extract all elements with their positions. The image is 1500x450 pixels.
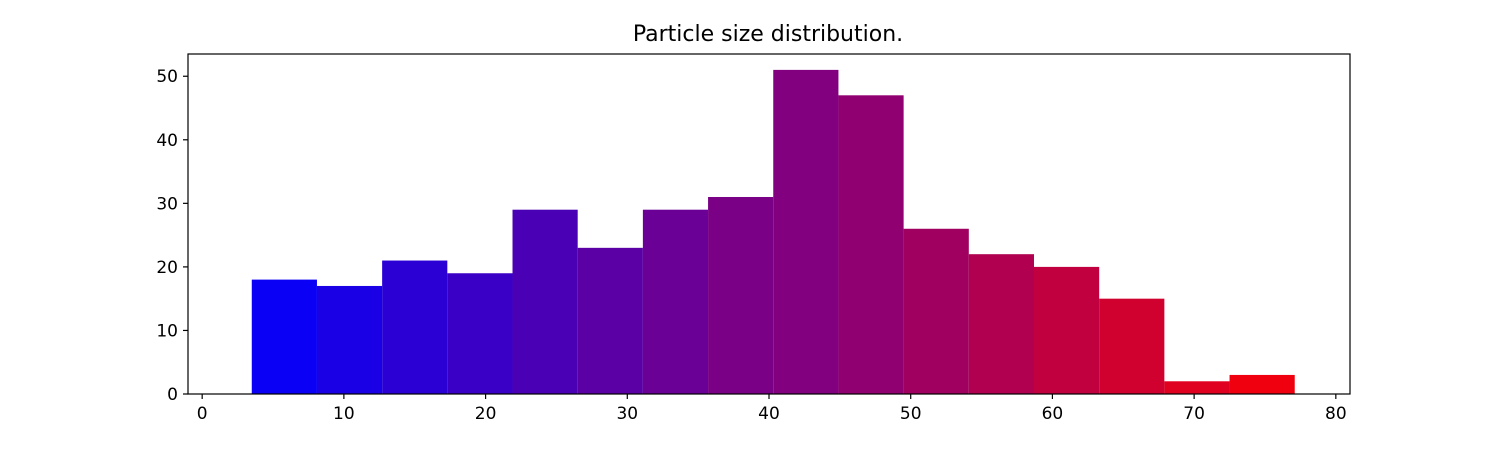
bar-3 (447, 273, 513, 394)
y-tick-label-30: 30 (156, 194, 178, 214)
bar-6 (642, 209, 709, 394)
bar-13 (1099, 298, 1165, 394)
bar-11 (968, 254, 1034, 394)
bar-9 (838, 95, 904, 394)
bar-1 (316, 285, 383, 394)
x-tick-label-20: 20 (475, 404, 497, 424)
bar-8 (773, 69, 839, 394)
bar-14 (1164, 381, 1230, 394)
x-tick-label-40: 40 (758, 404, 780, 424)
bars-group (251, 69, 1295, 394)
bar-2 (382, 260, 448, 394)
x-tick-label-30: 30 (616, 404, 638, 424)
x-tick-label-80: 80 (1325, 404, 1347, 424)
bar-12 (1033, 266, 1100, 394)
y-tick-label-0: 0 (167, 385, 178, 405)
y-tick-label-40: 40 (156, 131, 178, 151)
axes-group: 0 10 20 30 40 50 60 70 80 0 10 20 30 40 50 (156, 53, 1351, 424)
bar-0 (251, 279, 317, 394)
x-tick-label-70: 70 (1183, 404, 1205, 424)
x-tick-label-0: 0 (197, 404, 208, 424)
bar-5 (577, 247, 643, 394)
y-tick-label-10: 10 (156, 321, 178, 341)
x-tick-label-60: 60 (1042, 404, 1064, 424)
y-tick-label-20: 20 (156, 258, 178, 278)
chart-title: Particle size distribution. (633, 22, 903, 47)
x-tick-label-10: 10 (333, 404, 355, 424)
bar-7 (708, 196, 774, 394)
bar-15 (1229, 374, 1295, 394)
y-tick-label-50: 50 (156, 67, 178, 87)
bar-4 (512, 209, 578, 394)
x-tick-label-50: 50 (900, 404, 922, 424)
bar-10 (903, 228, 969, 394)
